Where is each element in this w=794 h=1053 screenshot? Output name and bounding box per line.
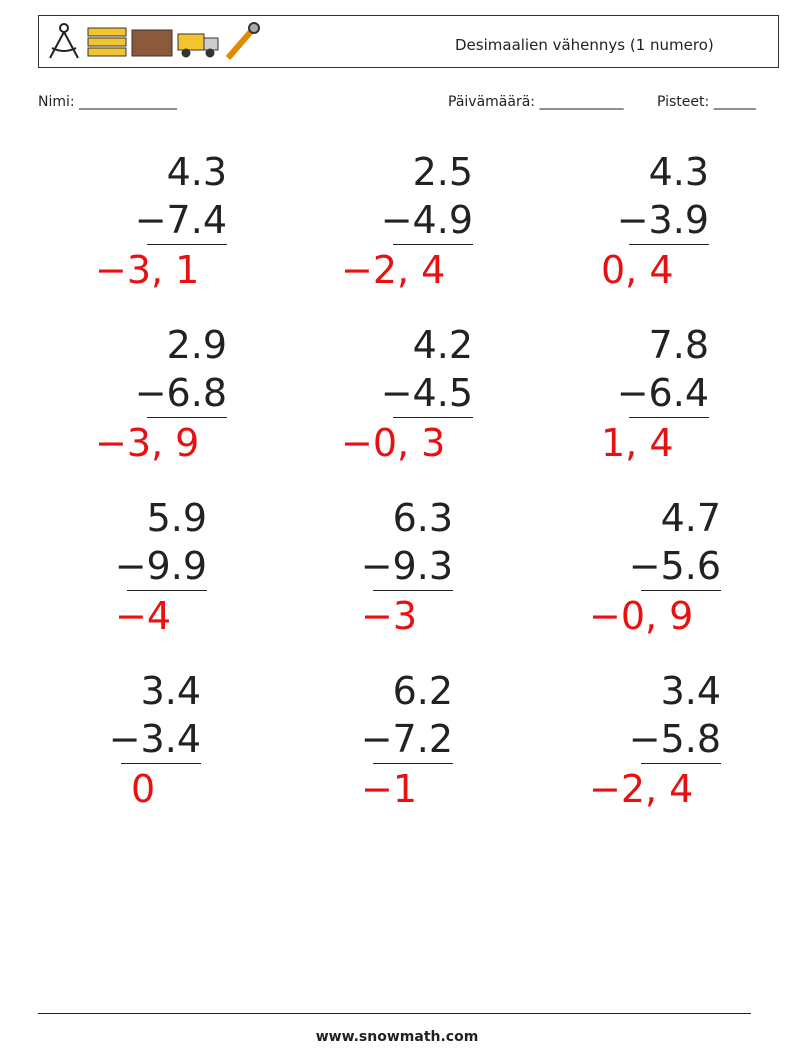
minuend: 4.2 [412, 323, 473, 367]
minuend: 4.3 [166, 150, 227, 194]
answer-rule [641, 590, 721, 591]
minuend: 5.9 [146, 496, 207, 540]
answer-rule [629, 417, 709, 418]
minuend: 6.2 [392, 669, 453, 713]
answer: −3, 9 [95, 421, 200, 465]
minuend: 2.5 [412, 150, 473, 194]
answer: 0, 4 [601, 248, 674, 292]
subtrahend: −9.9 [114, 544, 207, 588]
subtrahend: −6.4 [616, 371, 709, 415]
answer: 1, 4 [601, 421, 674, 465]
minuend: 7.8 [648, 323, 709, 367]
minuend: 3.4 [660, 669, 721, 713]
answer-rule [121, 763, 201, 764]
subtrahend: −5.6 [628, 544, 721, 588]
answer-rule [641, 763, 721, 764]
subtrahend: −7.2 [360, 717, 453, 761]
minuend: 6.3 [392, 496, 453, 540]
answer: −0, 9 [589, 594, 694, 638]
answer: 0 [131, 767, 156, 811]
subtrahend: −3.9 [616, 198, 709, 242]
answer-rule [147, 417, 227, 418]
answer-rule [373, 763, 453, 764]
answer-rule [127, 590, 207, 591]
subtrahend: −7.4 [134, 198, 227, 242]
answer: −0, 3 [341, 421, 446, 465]
score-field: Pisteet: ______ [657, 94, 756, 110]
subtrahend: −4.9 [380, 198, 473, 242]
answer: −1 [361, 767, 418, 811]
minuend: 4.7 [660, 496, 721, 540]
minuend: 4.3 [648, 150, 709, 194]
answer-rule [373, 590, 453, 591]
answer: −2, 4 [341, 248, 446, 292]
answer: −2, 4 [589, 767, 694, 811]
subtrahend: −4.5 [380, 371, 473, 415]
answer-rule [393, 244, 473, 245]
answer: −4 [115, 594, 172, 638]
subtrahend: −9.3 [360, 544, 453, 588]
subtrahend: −5.8 [628, 717, 721, 761]
minuend: 2.9 [166, 323, 227, 367]
minuend: 3.4 [140, 669, 201, 713]
name-field: Nimi: ______________ [38, 94, 178, 110]
answer: −3 [361, 594, 418, 638]
subtrahend: −3.4 [108, 717, 201, 761]
answer-rule [393, 417, 473, 418]
answer-rule [629, 244, 709, 245]
header-box [38, 15, 779, 68]
answer-rule [147, 244, 227, 245]
footer: www.snowmath.com [315, 1029, 479, 1045]
subtrahend: −6.8 [134, 371, 227, 415]
footer-rule [38, 1013, 751, 1014]
header-title: Desimaalien vähennys (1 numero) [455, 36, 714, 54]
header-icons [49, 22, 260, 60]
date-field: Päivämäärä: ____________ [448, 94, 624, 110]
answer: −3, 1 [95, 248, 200, 292]
